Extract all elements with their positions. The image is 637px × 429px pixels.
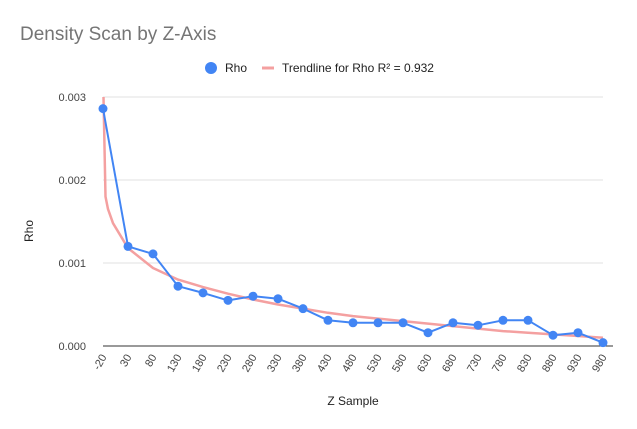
data-point xyxy=(148,249,158,259)
x-tick-label: 580 xyxy=(390,353,410,375)
x-axis-title: Z Sample xyxy=(327,394,379,408)
x-tick-label: -20 xyxy=(91,353,109,373)
data-point xyxy=(548,330,558,340)
x-tick-label: 180 xyxy=(190,353,210,375)
x-tick-label: 530 xyxy=(365,353,385,375)
x-tick-label: 980 xyxy=(590,353,610,375)
grid xyxy=(103,96,603,264)
data-point xyxy=(98,104,108,114)
data-point xyxy=(473,320,483,330)
x-tick-label: 780 xyxy=(490,353,510,375)
x-tick-label: 680 xyxy=(440,353,460,375)
data-point xyxy=(373,318,383,328)
x-tick-label: 30 xyxy=(118,353,135,370)
data-point xyxy=(573,328,583,338)
x-tick-label: 230 xyxy=(215,353,235,375)
data-point xyxy=(223,295,233,305)
legend-label-rho: Rho xyxy=(225,61,247,75)
data-point xyxy=(523,315,533,325)
x-tick-label: 480 xyxy=(340,353,360,375)
x-tick-label: 430 xyxy=(315,353,335,375)
legend-marker-rho xyxy=(205,62,217,74)
data-point xyxy=(323,315,333,325)
x-tick-label: 80 xyxy=(143,353,160,370)
data-point xyxy=(498,315,508,325)
data-point xyxy=(298,304,308,314)
x-tick-label: 880 xyxy=(540,353,560,375)
data-point xyxy=(248,291,258,301)
data-point xyxy=(273,294,283,304)
y-tick-label: 0.001 xyxy=(58,258,86,270)
chart-title: Density Scan by Z-Axis xyxy=(20,24,216,45)
x-tick-label: 630 xyxy=(415,353,435,375)
data-points xyxy=(98,104,608,348)
legend-label-trendline: Trendline for Rho R² = 0.932 xyxy=(282,61,434,75)
y-tick-label: 0.003 xyxy=(58,92,86,104)
x-tick-label: 330 xyxy=(265,353,285,375)
x-tick-label: 280 xyxy=(240,353,260,375)
y-tick-label: 0.002 xyxy=(58,175,86,187)
data-point xyxy=(598,338,608,348)
x-tick-label: 380 xyxy=(290,353,310,375)
x-tick-label: 830 xyxy=(515,353,535,375)
x-tick-label: 730 xyxy=(465,353,485,375)
series-line-rho xyxy=(102,108,604,344)
x-tick-label: 130 xyxy=(165,353,185,375)
data-point xyxy=(123,241,133,251)
y-axis-title: Rho xyxy=(22,220,36,242)
data-point xyxy=(423,328,433,338)
data-point xyxy=(398,318,408,328)
data-point xyxy=(198,288,208,298)
data-point xyxy=(448,318,458,328)
trendline xyxy=(102,96,604,339)
data-point xyxy=(348,318,358,328)
y-tick-label: 0.000 xyxy=(58,341,86,353)
x-tick-label: 930 xyxy=(565,353,585,375)
legend: Rho Trendline for Rho R² = 0.932 xyxy=(205,61,434,75)
x-tick-labels: -20 30 80 130 180 230 280 330 380 430 480 530 580 630… xyxy=(91,353,609,375)
data-point xyxy=(173,281,183,291)
y-tick-labels: 0.000 0.001 0.002 0.003 xyxy=(58,92,86,353)
